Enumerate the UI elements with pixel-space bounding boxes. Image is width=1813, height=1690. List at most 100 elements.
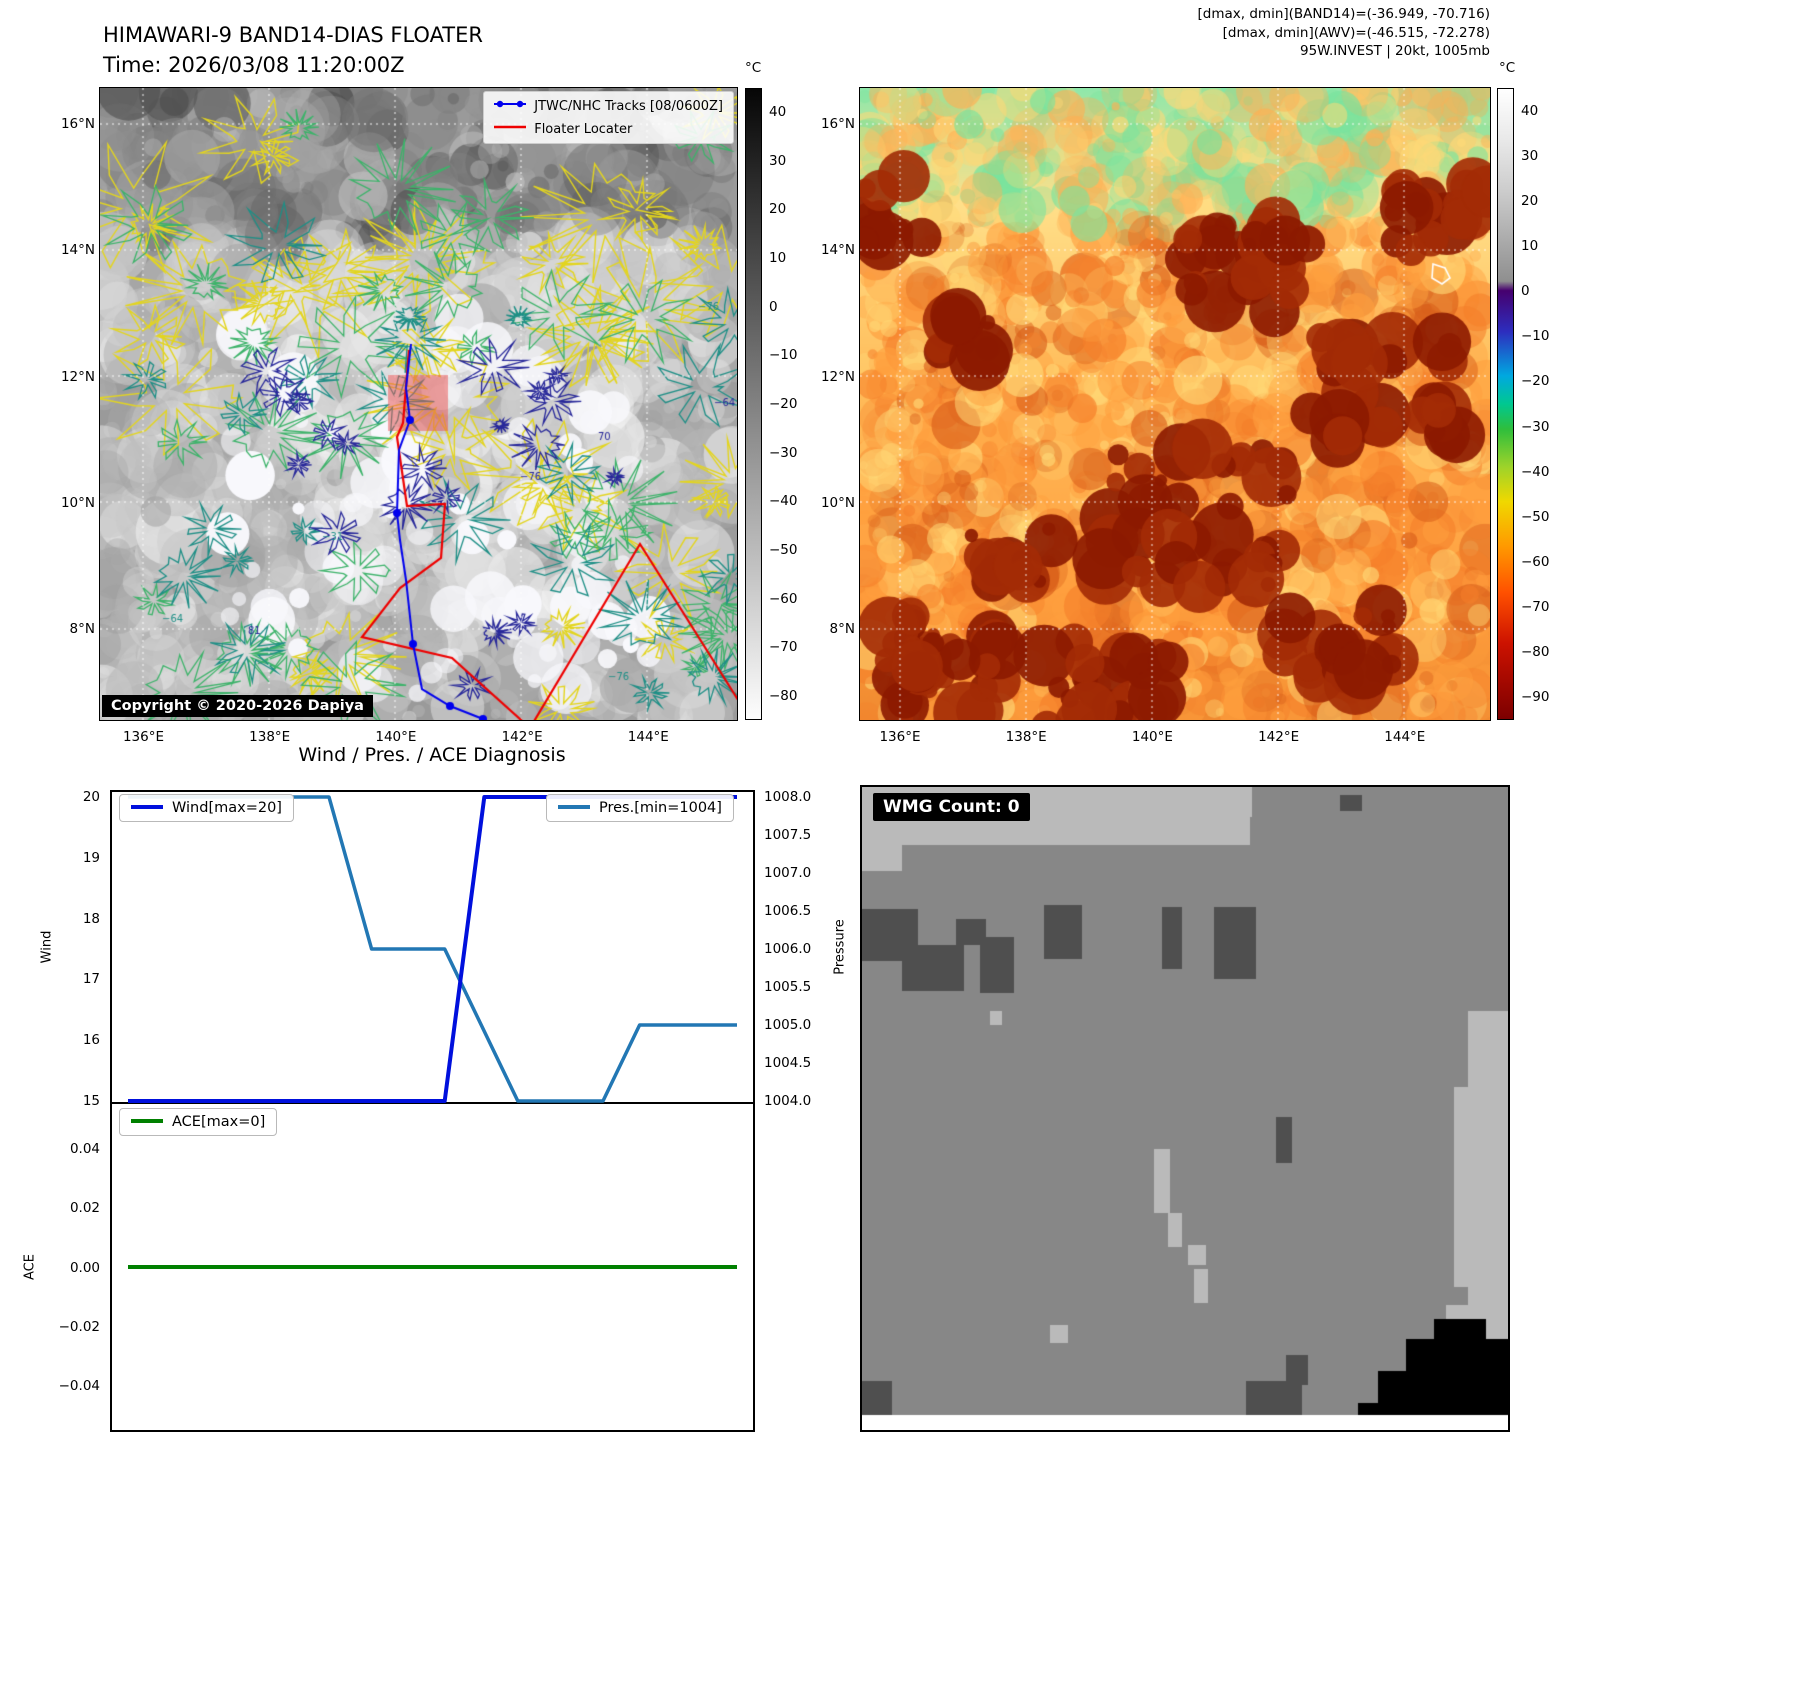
tick-pressure_ticks: 1008.0 <box>764 789 812 805</box>
tick-colorbar_ticks: 30 <box>769 152 787 169</box>
tick-colorbar_ticks: 40 <box>1521 103 1539 119</box>
tick-pressure_ticks: 1004.0 <box>764 1093 812 1109</box>
tick-colorbar_ticks: −80 <box>1521 643 1550 660</box>
band14-time: Time: 2026/03/08 11:20:00Z <box>103 53 405 77</box>
awv-map <box>859 87 1491 721</box>
ace-legend-label: ACE[max=0] <box>172 1114 266 1130</box>
awv-map-image <box>860 88 1490 720</box>
tick-wind_ticks: 17 <box>82 971 100 988</box>
tick-pressure_ticks: 1007.0 <box>764 865 812 881</box>
tick-lon_ticks: 142°E <box>1258 729 1300 745</box>
tick-colorbar_ticks: −10 <box>769 347 798 364</box>
tick-lat_ticks: 12°N <box>60 368 95 385</box>
tick-lat_ticks: 12°N <box>820 368 855 385</box>
tick-colorbar_ticks: −60 <box>1521 553 1550 570</box>
tick-lon_ticks: 142°E <box>501 729 543 745</box>
track-legend: JTWC/NHC Tracks [08/0600Z] Floater Locat… <box>483 91 734 144</box>
awv-header-band14: [dmax, dmin](BAND14)=(-36.949, -70.716) <box>1197 6 1490 22</box>
tick-ace_ticks: 0.04 <box>69 1141 100 1157</box>
tick-pressure_ticks: 1004.5 <box>764 1055 812 1071</box>
tick-colorbar_ticks: 40 <box>769 104 787 120</box>
tick-colorbar_ticks: −30 <box>769 444 798 461</box>
tick-lon_ticks: 144°E <box>627 729 669 745</box>
floater-line-icon <box>494 121 527 137</box>
pressure-axis-label: Pressure <box>832 919 848 975</box>
wind-axis-label: Wind <box>39 930 55 964</box>
tick-pressure_ticks: 1006.5 <box>764 903 812 919</box>
tick-lat_ticks: 10°N <box>820 495 855 512</box>
tick-lon_ticks: 144°E <box>1384 729 1426 745</box>
wmg-panel <box>860 785 1510 1432</box>
tick-ace_ticks: −0.02 <box>58 1318 100 1335</box>
tick-lon_ticks: 138°E <box>249 729 291 745</box>
tick-wind_ticks: 18 <box>82 910 100 927</box>
tick-pressure_ticks: 1005.0 <box>764 1017 812 1033</box>
tick-colorbar_ticks: −60 <box>769 590 798 607</box>
tick-colorbar_ticks: −50 <box>769 542 798 559</box>
awv-header-awv: [dmax, dmin](AWV)=(-46.515, -72.278) <box>1222 24 1490 41</box>
tick-lat_ticks: 8°N <box>69 621 95 638</box>
band14-title-block: HIMAWARI-9 BAND14-DIAS FLOATER Time: 202… <box>103 20 483 80</box>
wmg-image <box>862 787 1508 1430</box>
pressure-legend: Pres.[min=1004] <box>546 794 734 822</box>
tick-ace_ticks: 0.02 <box>69 1200 100 1217</box>
tick-pressure_ticks: 1007.5 <box>764 827 812 843</box>
jtwc-track-line-icon <box>494 98 527 114</box>
tick-colorbar_ticks: −70 <box>1521 598 1550 615</box>
tick-colorbar_ticks: 0 <box>769 298 778 315</box>
legend-row-jtwc: JTWC/NHC Tracks [08/0600Z] <box>494 98 723 114</box>
tick-lat_ticks: 10°N <box>60 495 95 512</box>
tick-ace_ticks: 0.00 <box>69 1259 100 1276</box>
tick-wind_ticks: 16 <box>82 1032 100 1049</box>
tick-colorbar_ticks: −40 <box>1521 463 1550 480</box>
tick-ace_ticks: −0.04 <box>58 1378 100 1395</box>
legend-row-floater: Floater Locater <box>494 121 723 137</box>
wind-line-icon <box>131 800 163 816</box>
ace-chart <box>110 1102 755 1432</box>
tick-colorbar_ticks: −40 <box>769 493 798 510</box>
pressure-line-icon <box>558 800 590 816</box>
tick-lat_ticks: 16°N <box>60 116 95 132</box>
tick-colorbar_ticks: −10 <box>1521 328 1550 345</box>
copyright-badge: Copyright © 2020-2026 Dapiya <box>102 695 373 717</box>
wind-legend-label: Wind[max=20] <box>172 800 282 816</box>
tick-colorbar_ticks: 20 <box>769 201 787 218</box>
tick-colorbar_ticks: −90 <box>1521 689 1550 706</box>
band14-colorbar <box>745 88 762 720</box>
ace-axis-label: ACE <box>22 1254 38 1280</box>
tick-lat_ticks: 8°N <box>829 621 855 638</box>
tick-lon_ticks: 136°E <box>879 729 921 745</box>
tick-colorbar_ticks: −30 <box>1521 418 1550 435</box>
tick-colorbar_ticks: 20 <box>1521 193 1539 210</box>
tick-lon_ticks: 138°E <box>1005 729 1047 745</box>
tick-lon_ticks: 136°E <box>122 729 165 745</box>
jtwc-track-label: JTWC/NHC Tracks [08/0600Z] <box>534 98 723 114</box>
band14-map: JTWC/NHC Tracks [08/0600Z] Floater Locat… <box>99 87 738 721</box>
awv-colorbar <box>1497 88 1514 720</box>
tick-colorbar_ticks: −20 <box>1521 373 1550 390</box>
tick-lat_ticks: 14°N <box>820 242 855 259</box>
tick-colorbar_ticks: 0 <box>1521 283 1530 300</box>
wmg-count-badge: WMG Count: 0 <box>873 793 1030 821</box>
tick-wind_ticks: 20 <box>82 789 100 805</box>
tick-wind_ticks: 19 <box>82 849 100 866</box>
tick-lat_ticks: 16°N <box>820 116 855 132</box>
wind-pressure-chart <box>110 790 755 1104</box>
tick-lon_ticks: 140°E <box>375 729 417 745</box>
diagnosis-title: Wind / Pres. / ACE Diagnosis <box>298 744 566 766</box>
awv-header-invest: 95W.INVEST | 20kt, 1005mb <box>1299 43 1490 59</box>
tick-wind_ticks: 15 <box>82 1093 100 1109</box>
tick-lon_ticks: 140°E <box>1131 729 1173 745</box>
tick-pressure_ticks: 1005.5 <box>764 979 812 995</box>
tick-colorbar_ticks: −80 <box>769 688 798 705</box>
ace-line-icon <box>131 1114 163 1130</box>
pressure-legend-label: Pres.[min=1004] <box>599 800 722 816</box>
tick-colorbar_ticks: 30 <box>1521 148 1539 165</box>
awv-header-block: [dmax, dmin](BAND14)=(-36.949, -70.716) … <box>990 5 1490 61</box>
tick-colorbar_ticks: −70 <box>769 639 798 656</box>
tick-colorbar_ticks: 10 <box>1521 238 1539 255</box>
ace-legend: ACE[max=0] <box>119 1108 278 1136</box>
band14-title: HIMAWARI-9 BAND14-DIAS FLOATER <box>103 23 483 47</box>
awv-colorbar-unit: °C <box>1499 60 1516 76</box>
